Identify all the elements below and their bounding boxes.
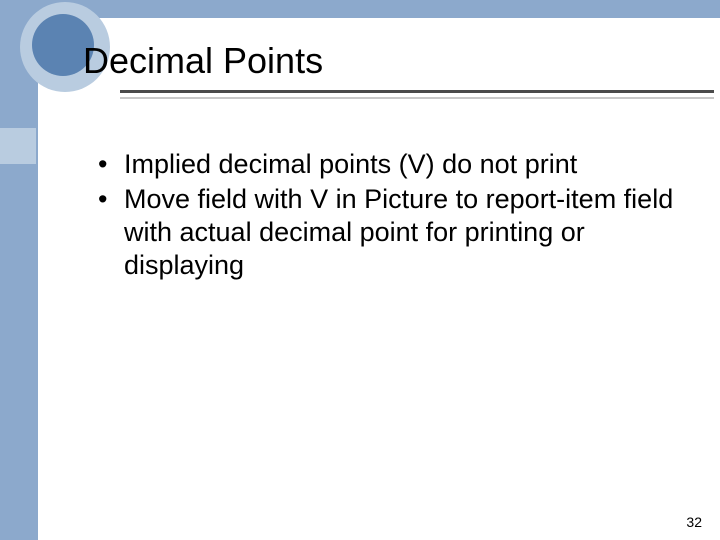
slide-title: Decimal Points: [83, 40, 323, 82]
page-number: 32: [686, 514, 702, 530]
title-underline-dark: [120, 90, 714, 93]
bullet-item: Implied decimal points (V) do not print: [98, 148, 680, 181]
bullet-item: Move field with V in Picture to report-i…: [98, 183, 680, 282]
title-underline-light: [120, 97, 714, 99]
bullet-text: Move field with V in Picture to report-i…: [124, 184, 673, 280]
bullet-list: Implied decimal points (V) do not print …: [98, 148, 680, 282]
decorative-left-square: [0, 128, 36, 164]
bullet-text: Implied decimal points (V) do not print: [124, 149, 577, 179]
slide-body: Implied decimal points (V) do not print …: [98, 148, 680, 284]
